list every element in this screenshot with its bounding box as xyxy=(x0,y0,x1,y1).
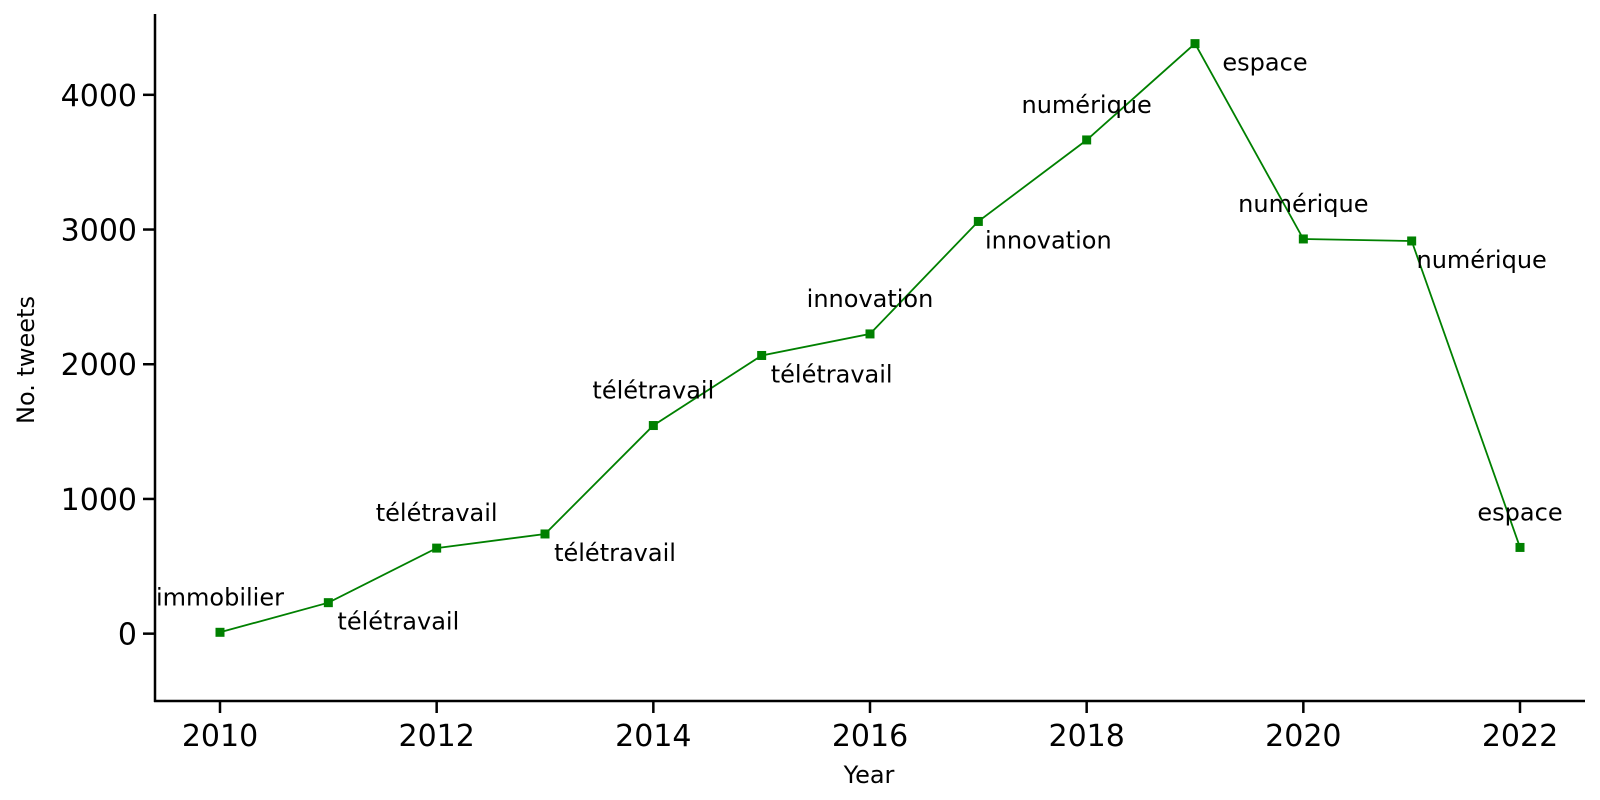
data-point-label: innovation xyxy=(985,226,1112,254)
data-point-label: numérique xyxy=(1022,91,1152,119)
x-tick-label: 2016 xyxy=(832,719,908,754)
x-tick-label: 2020 xyxy=(1265,719,1341,754)
data-point-label: immobilier xyxy=(156,583,284,611)
data-point-marker xyxy=(865,329,875,339)
data-point-marker xyxy=(1407,236,1417,246)
data-point-marker xyxy=(432,543,442,553)
data-point-label: espace xyxy=(1477,498,1562,526)
data-point-label: espace xyxy=(1222,49,1307,77)
data-point-marker xyxy=(1515,542,1525,552)
data-point-label: numérique xyxy=(1417,246,1547,274)
data-point-marker xyxy=(1190,39,1200,49)
series xyxy=(215,39,1525,637)
x-tick-label: 2022 xyxy=(1482,719,1558,754)
data-point-marker xyxy=(215,627,225,637)
x-tick-label: 2018 xyxy=(1048,719,1124,754)
data-point-marker xyxy=(540,529,550,539)
data-point-marker xyxy=(973,216,983,226)
data-point-label: télétravail xyxy=(376,499,498,527)
y-tick-label: 3000 xyxy=(61,214,137,249)
data-point-label: innovation xyxy=(807,285,934,313)
axes xyxy=(153,14,1585,703)
data-point-label: télétravail xyxy=(771,360,893,388)
x-tick-label: 2012 xyxy=(398,719,474,754)
x-axis-title: Year xyxy=(843,761,895,789)
data-point-marker xyxy=(757,350,767,360)
data-point-label: télétravail xyxy=(554,539,676,567)
y-tick-label: 1000 xyxy=(61,483,137,518)
data-point-label: télétravail xyxy=(337,608,459,636)
y-tick-label: 4000 xyxy=(61,79,137,114)
x-tick-label: 2010 xyxy=(182,719,258,754)
data-point-marker xyxy=(648,421,658,431)
x-tick-label: 2014 xyxy=(615,719,691,754)
data-point-marker xyxy=(1298,234,1308,244)
data-point-marker xyxy=(323,598,333,608)
y-tick-label: 0 xyxy=(118,618,137,653)
ticks: 2010 2012 2014 2016 2018 2020 2022 0 1000 2000 300… xyxy=(61,79,1559,754)
data-point-marker xyxy=(1082,135,1092,145)
data-point-label: télétravail xyxy=(592,377,714,405)
data-point-label: numérique xyxy=(1238,190,1368,218)
y-tick-label: 2000 xyxy=(61,348,137,383)
point-labels: immobilier télétravail télétravail télétrav… xyxy=(156,49,1563,636)
y-axis-title: No. tweets xyxy=(12,296,40,424)
